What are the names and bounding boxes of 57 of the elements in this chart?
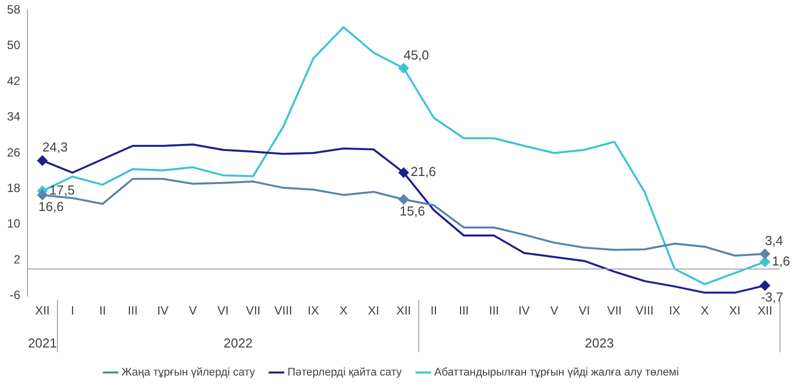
y-tick-label: 42 xyxy=(6,74,21,88)
x-tick-label: II xyxy=(99,303,106,318)
x-tick-label: I xyxy=(70,303,74,318)
point xyxy=(760,280,770,291)
point xyxy=(760,256,770,267)
point xyxy=(398,194,409,204)
x-tick-label: VIII xyxy=(636,303,654,318)
x-tick-label: XII xyxy=(396,303,412,318)
x-tick-label: VI xyxy=(217,303,229,318)
x-tick-label: XII xyxy=(35,303,50,318)
x-tick-label: IX xyxy=(308,303,320,318)
point xyxy=(398,63,409,74)
y-tick-label: 26 xyxy=(6,145,21,160)
legend-label: Абаттандырылған тұрғын үйді жалға алу төлемі xyxy=(434,366,679,379)
x-tick-label: III xyxy=(488,303,499,318)
x-tick-label: V xyxy=(550,303,558,318)
point xyxy=(37,190,48,200)
x-tick-label: XII xyxy=(758,303,772,318)
data-label: 15,6 xyxy=(400,203,425,218)
data-label: 16,6 xyxy=(38,199,64,214)
x-tick-label: VIII xyxy=(274,303,292,318)
x-tick-label: X xyxy=(700,303,709,318)
x-tick-label: III xyxy=(458,303,469,318)
data-label: 21,6 xyxy=(410,164,436,180)
point xyxy=(760,248,770,259)
point xyxy=(37,156,48,166)
text: 2022 xyxy=(224,335,253,350)
x-tick-label: VII xyxy=(607,303,622,318)
x-tick-label: X xyxy=(339,303,348,318)
data-label: 1,6 xyxy=(772,253,790,268)
x-tick-label: XI xyxy=(729,303,741,318)
y-tick-label: -6 xyxy=(10,288,21,302)
y-tick-label: 58 xyxy=(6,2,21,17)
data-label: -3,7 xyxy=(760,290,784,305)
x-tick-label: IV xyxy=(157,303,168,318)
text: 2023 xyxy=(584,335,614,350)
x-tick-label: III xyxy=(128,303,138,318)
y-tick-label: 10 xyxy=(6,216,21,231)
y-tick-label: 18 xyxy=(6,181,21,196)
x-tick-label: XI xyxy=(368,303,380,318)
x-tick-label: II xyxy=(430,303,438,318)
data-label: 24,3 xyxy=(42,140,68,155)
x-tick-label: VI xyxy=(578,303,590,318)
data-label: 3,4 xyxy=(764,232,784,248)
y-tick-label: 50 xyxy=(6,38,21,52)
x-tick-label: IV xyxy=(518,303,530,318)
data-label: 45,0 xyxy=(404,47,429,62)
y-tick-label: 2 xyxy=(14,252,21,266)
legend-label: Пәтерлерді қайта сату xyxy=(287,366,402,379)
data-label: 17,5 xyxy=(49,182,75,198)
x-tick-label: VII xyxy=(246,303,260,318)
point xyxy=(398,168,409,178)
text: 2021 xyxy=(28,335,57,350)
x-tick-label: V xyxy=(188,303,197,318)
y-tick-label: 34 xyxy=(6,110,21,124)
x-tick-label: IX xyxy=(668,303,680,318)
legend-label: Жаңа тұрғын үйлерді сату xyxy=(122,366,256,379)
